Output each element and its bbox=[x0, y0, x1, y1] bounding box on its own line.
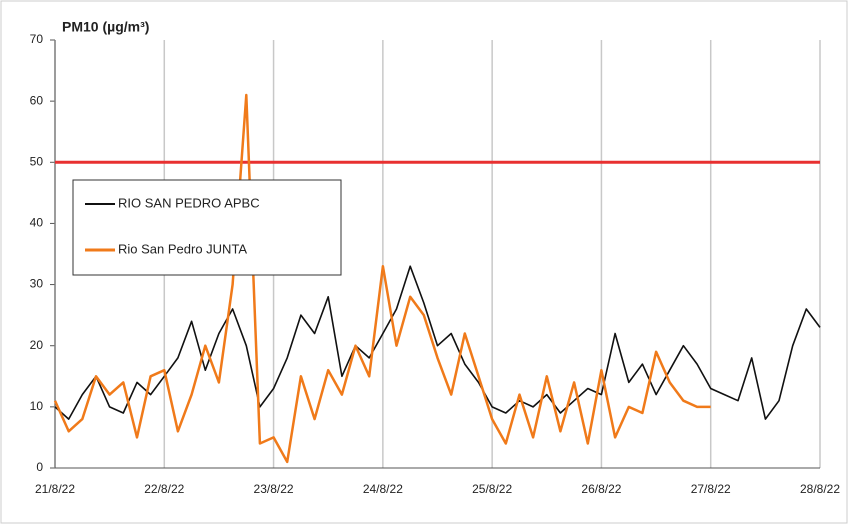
legend-label: RIO SAN PEDRO APBC bbox=[118, 195, 260, 210]
y-tick-label: 60 bbox=[30, 93, 44, 107]
chart-title: PM10 (µg/m³) bbox=[62, 19, 149, 35]
x-tick-label: 26/8/22 bbox=[581, 482, 621, 496]
y-tick-label: 40 bbox=[30, 216, 44, 230]
y-tick-label: 10 bbox=[30, 399, 44, 413]
series-line bbox=[53, 93, 711, 464]
x-tick-label: 22/8/22 bbox=[144, 482, 184, 496]
legend-box bbox=[72, 179, 342, 276]
y-tick-label: 0 bbox=[36, 460, 43, 474]
x-tick-label: 25/8/22 bbox=[472, 482, 512, 496]
x-tick-label: 24/8/22 bbox=[363, 482, 403, 496]
legend-label: Rio San Pedro JUNTA bbox=[118, 241, 247, 256]
series-line bbox=[54, 265, 821, 420]
y-tick-label: 30 bbox=[30, 277, 44, 291]
x-tick-label: 21/8/22 bbox=[35, 482, 75, 496]
y-tick-label: 50 bbox=[30, 154, 44, 168]
y-tick-label: 20 bbox=[30, 338, 44, 352]
x-tick-label: 23/8/22 bbox=[254, 482, 294, 496]
y-tick-label: 70 bbox=[30, 32, 44, 46]
x-tick-label: 27/8/22 bbox=[691, 482, 731, 496]
x-tick-label: 28/8/22 bbox=[800, 482, 840, 496]
